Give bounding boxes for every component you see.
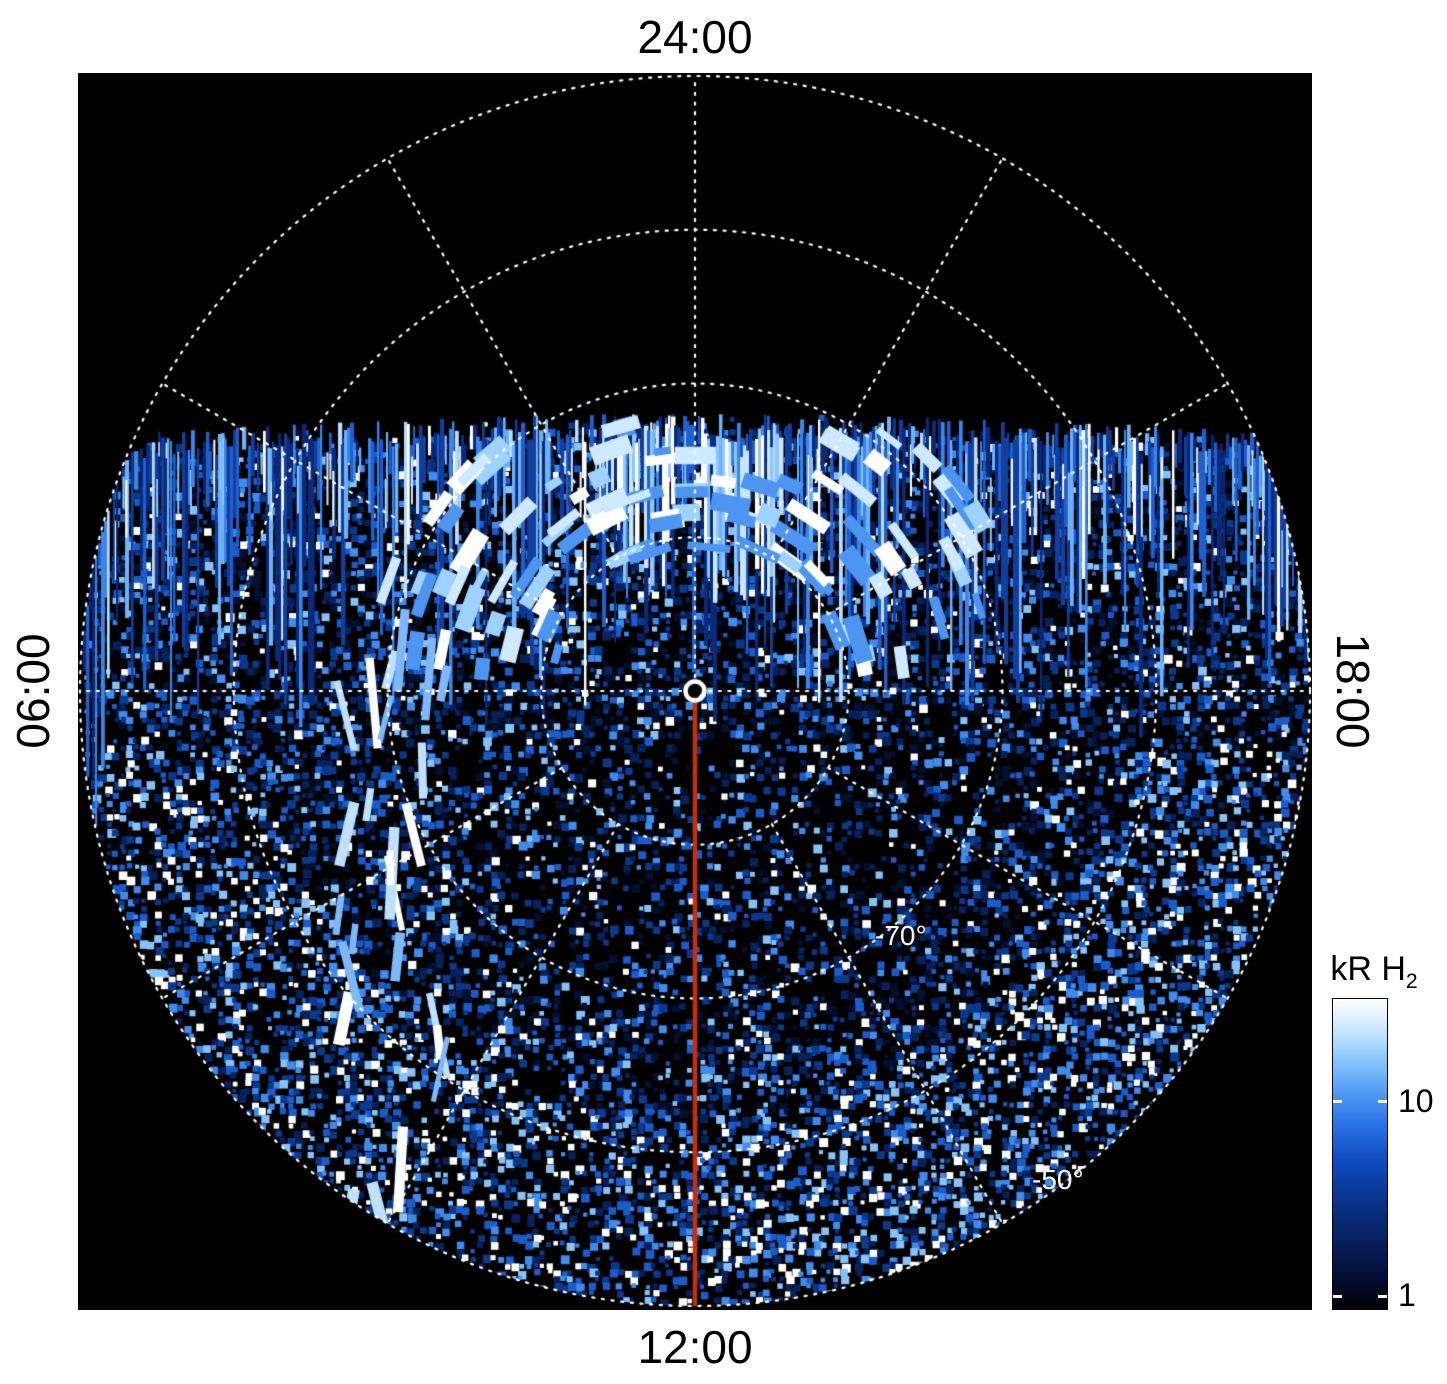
axis-label-noon: 12:00 <box>637 1321 753 1373</box>
colorbar-tick-mark <box>1378 1100 1387 1103</box>
axis-label-midnight: 24:00 <box>637 11 753 63</box>
colorbar-title-text: kR H <box>1330 950 1406 989</box>
colorbar-gradient <box>1332 998 1388 1310</box>
colorbar-tick-label-1: 1 <box>1398 1277 1416 1313</box>
latitude-ring-label-70: -70° <box>875 920 927 951</box>
colorbar-tick-mark <box>1333 1100 1342 1103</box>
colorbar-tick-mark <box>1378 1295 1387 1298</box>
axis-label-dusk: 18:00 <box>1327 633 1379 749</box>
colorbar-tick-mark <box>1333 1295 1342 1298</box>
polar-plot-area: -70° -50° <box>78 73 1312 1310</box>
latitude-ring-label-50: -50° <box>1032 1164 1084 1195</box>
aurora-heatmap-canvas <box>78 73 1312 1310</box>
colorbar-title-subscript: 2 <box>1405 969 1418 993</box>
axis-label-dawn: 06:00 <box>7 633 59 749</box>
colorbar-tick-label-10: 10 <box>1398 1083 1434 1119</box>
colorbar-title: kR H2 <box>1330 950 1417 994</box>
